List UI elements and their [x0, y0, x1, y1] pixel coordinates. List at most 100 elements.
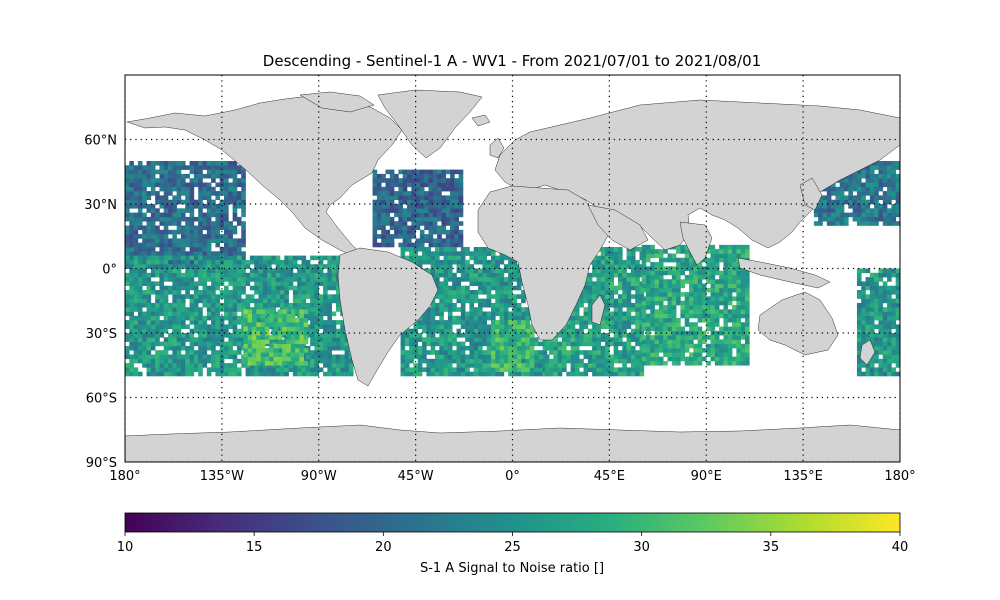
data-cell [447, 259, 453, 265]
data-cell [574, 315, 580, 321]
data-cell [654, 296, 660, 302]
data-cell [249, 272, 255, 278]
data-cell [740, 296, 746, 302]
data-cell [236, 277, 242, 282]
data-cell [133, 242, 139, 248]
data-cell [443, 290, 449, 295]
data-cell [630, 247, 636, 252]
data-cell [465, 367, 470, 372]
data-cell [301, 371, 307, 377]
data-cell [260, 339, 266, 345]
data-cell [596, 268, 602, 274]
data-cell [495, 333, 500, 338]
data-cell [557, 367, 563, 372]
data-cell [137, 294, 143, 299]
data-cell [574, 307, 580, 312]
data-cell [486, 315, 492, 321]
data-cell [163, 238, 169, 243]
data-cell [155, 350, 160, 355]
data-cell [697, 313, 703, 319]
data-cell [891, 182, 896, 188]
data-cell [168, 324, 173, 329]
data-cell [587, 272, 593, 278]
data-cell [490, 337, 496, 342]
data-cell [185, 242, 190, 248]
data-cell [697, 300, 703, 306]
data-cell [254, 298, 259, 304]
data-cell [394, 221, 399, 226]
data-cell [159, 333, 165, 338]
data-cell [658, 300, 664, 306]
data-cell [146, 165, 152, 170]
data-cell [301, 281, 307, 286]
data-cell [163, 182, 169, 188]
data-cell [155, 255, 160, 261]
data-cell [133, 264, 139, 269]
data-cell [402, 191, 408, 196]
data-cell [224, 186, 229, 192]
data-cell [228, 173, 233, 179]
data-cell [389, 173, 395, 179]
data-cell [460, 251, 466, 256]
data-cell [172, 358, 177, 364]
data-cell [232, 182, 238, 188]
data-cell [706, 274, 711, 280]
data-cell [689, 326, 694, 332]
data-cell [202, 195, 208, 200]
data-cell [290, 356, 296, 362]
data-cell [176, 259, 182, 265]
data-cell [211, 285, 216, 291]
data-cell [168, 216, 173, 222]
data-cell [146, 204, 152, 209]
data-cell [286, 348, 292, 353]
data-cell [473, 345, 479, 351]
data-cell [376, 178, 382, 183]
data-cell [394, 182, 399, 188]
data-cell [861, 315, 866, 321]
data-cell [667, 313, 673, 319]
data-cell [415, 199, 421, 205]
data-cell [402, 221, 408, 226]
data-cell [529, 345, 535, 351]
data-cell [252, 356, 257, 362]
data-cell [719, 244, 724, 250]
data-cell [249, 298, 255, 304]
data-cell [667, 283, 673, 289]
data-cell [460, 367, 466, 372]
data-cell [125, 290, 130, 295]
data-cell [680, 309, 686, 314]
data-cell [469, 264, 475, 269]
data-cell [372, 208, 378, 213]
data-cell [409, 350, 414, 355]
data-cell [508, 345, 513, 351]
data-cell [869, 169, 875, 175]
data-cell [176, 178, 182, 183]
data-cell [236, 341, 242, 347]
data-cell [570, 315, 576, 321]
data-cell [736, 356, 741, 362]
data-cell [247, 356, 253, 362]
data-cell [574, 367, 580, 372]
data-cell [503, 363, 509, 368]
data-cell [719, 352, 724, 357]
data-cell [211, 161, 216, 166]
data-cell [150, 173, 156, 179]
data-cell [469, 358, 475, 364]
data-cell [398, 204, 404, 209]
data-cell [198, 328, 203, 334]
data-cell [206, 216, 212, 222]
data-cell [693, 356, 698, 362]
data-cell [163, 165, 169, 170]
data-cell [133, 371, 139, 377]
data-cell [557, 341, 563, 347]
data-cell [465, 311, 470, 317]
data-cell [486, 281, 492, 286]
data-cell [441, 186, 447, 192]
data-cell [176, 345, 182, 351]
data-cell [133, 328, 139, 334]
data-cell [745, 292, 750, 297]
data-cell [297, 277, 302, 282]
data-cell [529, 371, 535, 377]
data-cell [736, 339, 741, 345]
data-cell [437, 191, 442, 196]
